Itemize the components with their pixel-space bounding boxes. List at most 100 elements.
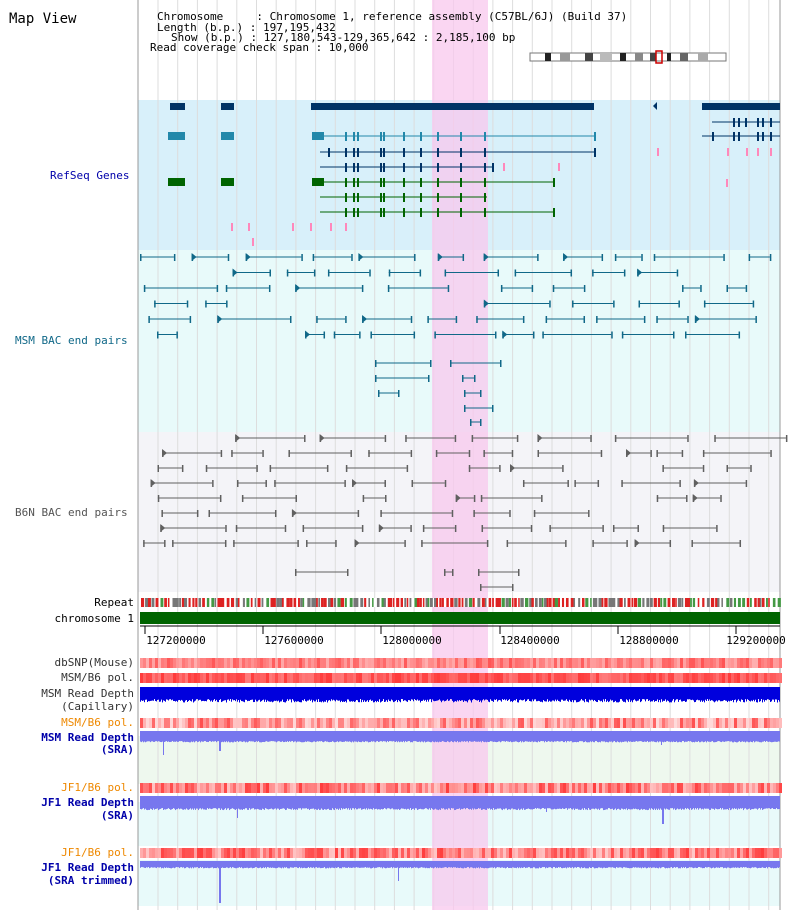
depth-bar <box>490 687 491 700</box>
depth-bar <box>778 731 779 742</box>
heat-cell <box>509 718 512 728</box>
depth-bar <box>507 731 508 742</box>
depth-bar <box>767 731 768 742</box>
heat-cell <box>638 718 641 728</box>
heat-cell <box>515 673 518 683</box>
depth-bar <box>670 687 671 703</box>
depth-bar <box>651 731 652 742</box>
depth-bar <box>332 796 333 809</box>
quantitative-tracks[interactable] <box>140 658 782 903</box>
repeat-mark <box>624 598 626 607</box>
depth-bar <box>426 687 427 702</box>
repeat-track[interactable] <box>140 598 781 607</box>
heat-cell <box>578 718 581 728</box>
heat-cell <box>287 848 290 858</box>
heat-cell <box>641 783 644 793</box>
heat-cell <box>326 783 329 793</box>
depth-bar <box>773 731 774 742</box>
heat-cell <box>755 848 758 858</box>
depth-bar <box>736 861 737 868</box>
depth-bar <box>593 796 594 809</box>
depth-bar <box>451 731 452 742</box>
depth-bar <box>564 731 565 743</box>
heat-cell <box>674 658 677 668</box>
depth-bar <box>729 687 730 702</box>
depth-bar <box>336 731 337 742</box>
heat-cell <box>431 718 434 728</box>
heat-cell <box>191 718 194 728</box>
heat-cell <box>707 658 710 668</box>
depth-bar <box>254 731 255 743</box>
depth-bar <box>144 796 145 810</box>
b6n-bac-pair-end <box>562 465 564 472</box>
depth-bar <box>316 687 317 700</box>
depth-bar <box>443 796 444 809</box>
heat-cell <box>308 718 311 728</box>
depth-bar <box>294 731 295 742</box>
depth-bar <box>227 796 228 809</box>
heat-cell <box>440 673 443 683</box>
heat-cell <box>767 658 770 668</box>
heat-cell <box>140 783 143 793</box>
depth-bar <box>719 731 720 742</box>
bac-end-pairs-layer[interactable] <box>140 253 788 591</box>
depth-bar <box>322 796 323 810</box>
depth-bar <box>183 861 184 868</box>
heat-cell <box>524 783 527 793</box>
heat-cell <box>731 658 734 668</box>
heat-cell <box>281 673 284 683</box>
depth-bar <box>342 861 343 868</box>
b6n-bac-pair-arrow <box>352 479 358 487</box>
heat-cell <box>254 848 257 858</box>
depth-bar <box>167 861 168 868</box>
transcript-exon <box>553 178 555 187</box>
depth-bar <box>720 731 721 742</box>
heat-cell <box>173 848 176 858</box>
chromosome-ideogram[interactable] <box>529 50 727 64</box>
heat-cell <box>629 848 632 858</box>
depth-bar <box>463 796 464 809</box>
heat-cell <box>500 658 503 668</box>
depth-bar <box>190 687 191 701</box>
repeat-mark <box>214 598 217 607</box>
heat-cell <box>392 848 395 858</box>
depth-bar <box>424 731 425 742</box>
depth-bar <box>172 687 173 700</box>
depth-bar <box>220 731 221 751</box>
heat-cell <box>362 673 365 683</box>
depth-bar <box>557 861 558 868</box>
depth-bar <box>530 731 531 742</box>
depth-bar <box>189 731 190 743</box>
depth-bar <box>463 687 464 702</box>
depth-bar <box>370 687 371 700</box>
heat-cell <box>407 673 410 683</box>
refseq-genes-layer[interactable] <box>168 102 780 246</box>
depth-bar <box>694 861 695 868</box>
heat-cell <box>449 783 452 793</box>
heat-cell <box>200 718 203 728</box>
depth-bar <box>566 731 567 743</box>
repeat-mark <box>145 598 149 607</box>
depth-bar <box>431 796 432 809</box>
depth-bar <box>276 731 277 743</box>
heat-cell <box>698 658 701 668</box>
heat-cell <box>641 658 644 668</box>
heat-cell <box>659 783 662 793</box>
heat-cell <box>371 848 374 858</box>
depth-bar <box>392 731 393 742</box>
b6n-bac-pair-end <box>533 510 536 517</box>
depth-bar <box>636 687 637 702</box>
heat-cell <box>377 783 380 793</box>
heat-cell <box>173 658 176 668</box>
depth-bar <box>717 861 718 868</box>
depth-bar <box>295 731 296 742</box>
depth-bar <box>776 731 777 742</box>
depth-bar <box>415 687 416 701</box>
depth-bar <box>569 861 570 868</box>
depth-bar <box>243 731 244 742</box>
depth-bar <box>585 861 586 869</box>
chromosome-bar[interactable] <box>140 612 780 624</box>
depth-bar <box>183 687 184 703</box>
depth-bar <box>576 687 577 703</box>
heat-cell <box>260 673 263 683</box>
